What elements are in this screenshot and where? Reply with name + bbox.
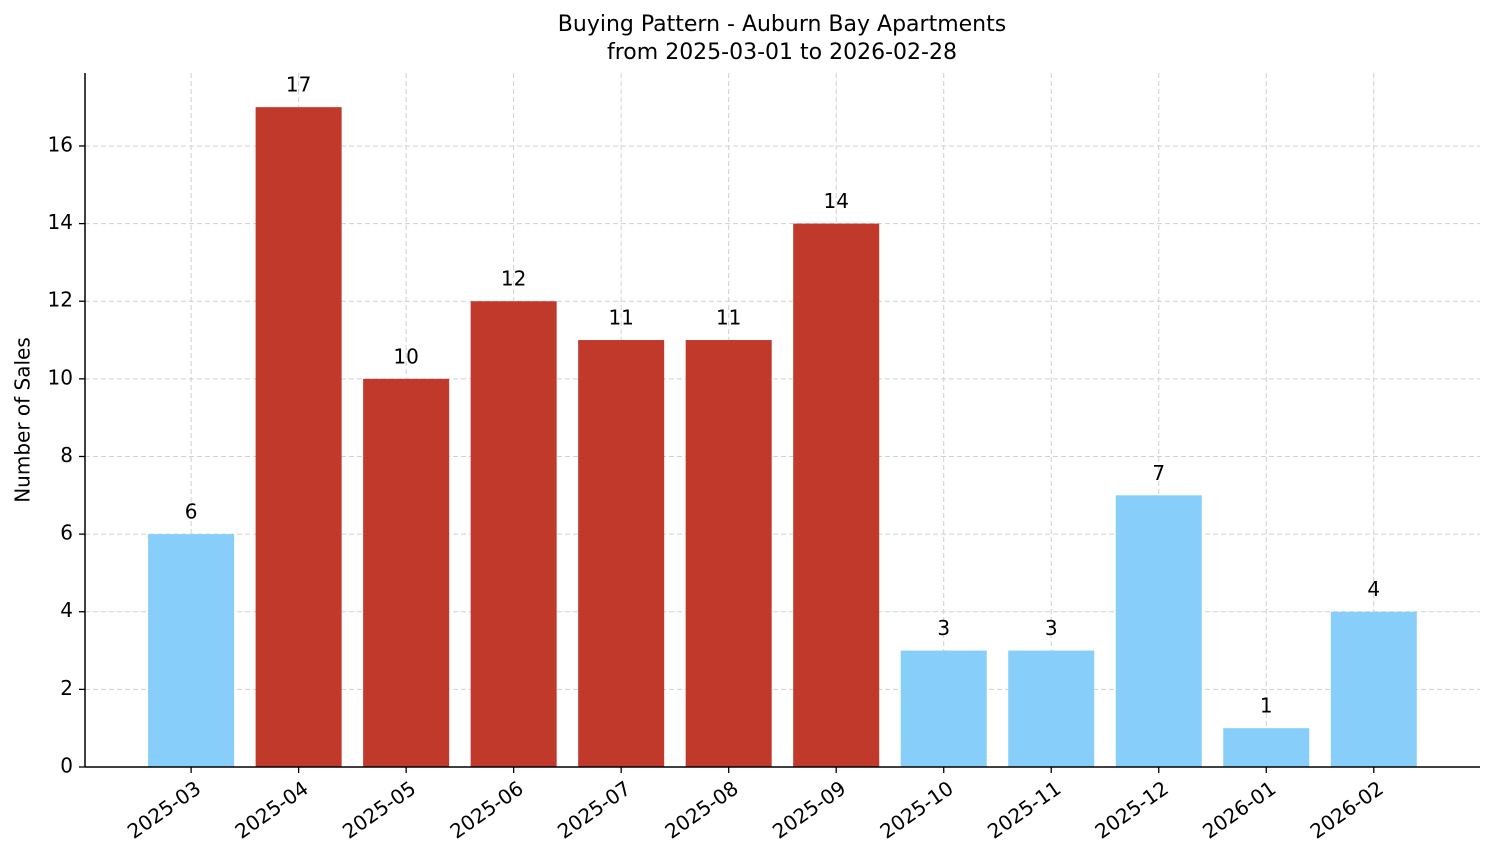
x-tick-label: 2025-08	[660, 776, 742, 844]
bar	[578, 340, 665, 767]
value-label: 14	[823, 189, 848, 213]
y-tick-label: 10	[48, 365, 73, 389]
bar	[1115, 495, 1202, 767]
bar	[793, 223, 880, 767]
bar	[1330, 611, 1417, 767]
value-label: 11	[716, 306, 741, 330]
y-tick-label: 14	[48, 210, 73, 234]
x-tick-label: 2026-02	[1306, 776, 1388, 844]
y-tick-label: 6	[60, 521, 73, 545]
bar	[900, 650, 987, 767]
y-tick-label: 0	[60, 754, 73, 778]
chart-subtitle: from 2025-03-01 to 2026-02-28	[607, 40, 957, 65]
y-tick-label: 2	[60, 676, 73, 700]
value-label: 3	[1045, 616, 1058, 640]
x-tick-label: 2026-01	[1198, 776, 1280, 844]
value-label: 17	[286, 73, 311, 97]
bar	[1223, 728, 1310, 767]
y-tick-label: 4	[60, 598, 73, 622]
x-tick-label: 2025-05	[338, 776, 420, 844]
x-tick-label: 2025-07	[553, 776, 635, 844]
bar	[685, 340, 772, 767]
x-tick-label: 2025-03	[123, 776, 205, 844]
value-label: 4	[1367, 577, 1380, 601]
bar	[363, 378, 450, 767]
value-label: 7	[1152, 461, 1165, 485]
value-label: 12	[501, 267, 526, 291]
y-axis-label: Number of Sales	[11, 337, 35, 503]
y-tick-label: 12	[48, 288, 73, 312]
value-label: 1	[1260, 694, 1273, 718]
x-tick-label: 2025-09	[768, 776, 850, 844]
y-tick-label: 8	[60, 443, 73, 467]
bar	[1008, 650, 1095, 767]
bar	[148, 534, 235, 767]
x-tick-label: 2025-04	[230, 776, 312, 844]
value-label: 3	[937, 616, 950, 640]
bar	[470, 301, 557, 767]
x-tick-label: 2025-10	[876, 776, 958, 844]
x-tick-label: 2025-06	[445, 776, 527, 844]
bar	[255, 107, 342, 767]
x-tick-label: 2025-12	[1091, 776, 1173, 844]
x-tick-label: 2025-11	[983, 776, 1065, 844]
y-tick-label: 16	[48, 132, 73, 156]
chart-title: Buying Pattern - Auburn Bay Apartments	[558, 12, 1006, 37]
value-label: 6	[185, 500, 198, 524]
value-label: 10	[393, 344, 418, 368]
value-label: 11	[608, 306, 633, 330]
